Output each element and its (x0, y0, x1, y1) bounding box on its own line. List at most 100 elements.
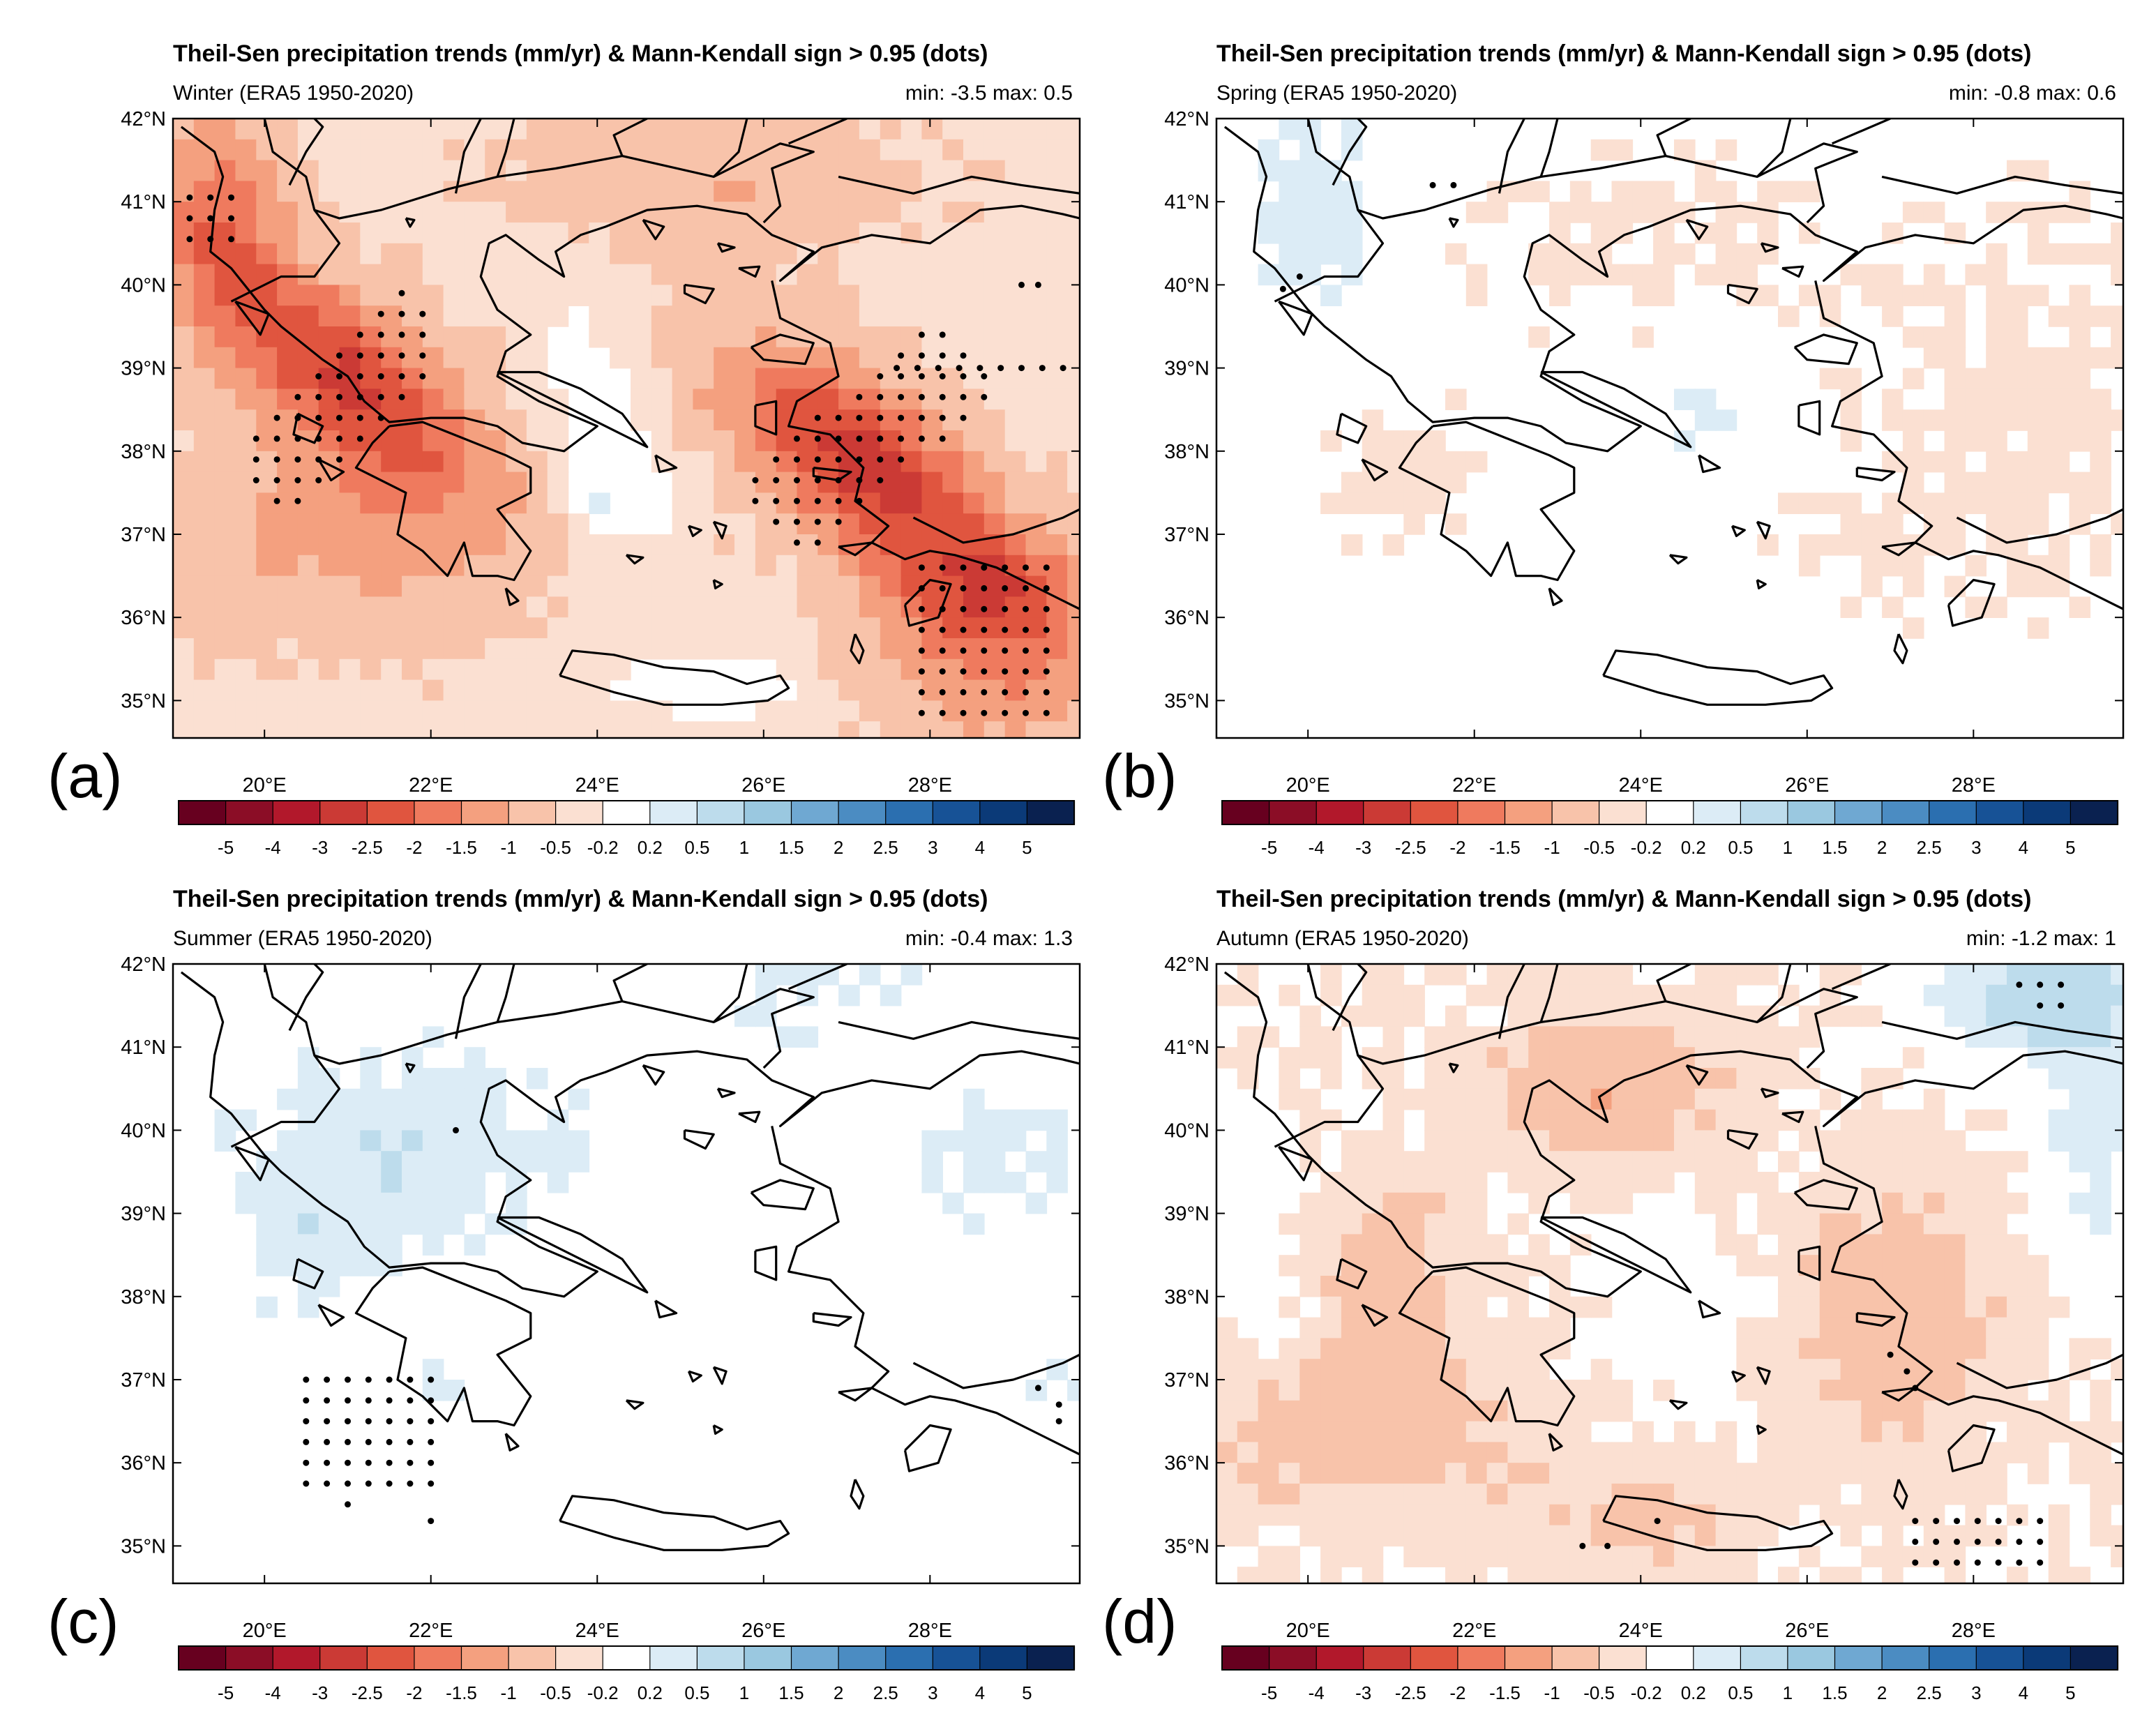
trend-cell (526, 181, 548, 202)
significance-dot (303, 1438, 310, 1445)
trend-cell (2048, 1525, 2070, 1547)
trend-cell (339, 1130, 361, 1152)
trend-cell (318, 1234, 340, 1256)
trend-cell (755, 555, 777, 577)
trend-cell (1362, 492, 1384, 514)
colorbar-swatch (1975, 800, 2025, 825)
coastline (683, 283, 715, 305)
trend-cell (422, 389, 444, 410)
trend-cell (1611, 1047, 1634, 1069)
trend-cell (1299, 202, 1321, 223)
significance-dot (386, 1418, 393, 1425)
trend-cell (1778, 1504, 1800, 1526)
colorbar-label: 5 (2065, 1682, 2075, 1703)
trend-cell (1026, 742, 1048, 764)
trend-cell (714, 139, 735, 161)
trend-cell (1944, 1317, 1966, 1339)
trend-cell (1004, 409, 1027, 431)
trend-cell (2027, 617, 2049, 639)
trend-cell (734, 223, 756, 244)
coastline (1398, 421, 1576, 582)
trend-cell (817, 264, 839, 286)
trend-cell (464, 368, 485, 390)
trend-cell (983, 285, 1006, 306)
trend-cell (1382, 1525, 1405, 1547)
trend-cell (1632, 1484, 1654, 1505)
significance-dot (386, 1397, 393, 1404)
trend-cell (1004, 492, 1027, 514)
trend-cell (381, 596, 402, 618)
trend-cell (672, 472, 694, 494)
trend-cell (672, 306, 694, 327)
trend-cell (921, 1151, 943, 1173)
significance-dot (2058, 1002, 2065, 1009)
trend-cell (900, 679, 923, 702)
trend-cell (1923, 1213, 1945, 1235)
trend-cell (485, 1130, 506, 1152)
trend-cell (1965, 1109, 1987, 1131)
trend-cell (1445, 1400, 1467, 1422)
trend-cell (817, 721, 839, 738)
significance-dot (356, 414, 363, 421)
trend-cell (2048, 451, 2070, 473)
trend-cell (1486, 202, 1509, 223)
coastline (1793, 1179, 1858, 1211)
trend-cell (506, 742, 527, 764)
trend-cell (1944, 964, 1966, 986)
trend-cell (859, 202, 881, 223)
trend-cell (1590, 1296, 1613, 1318)
trend-cell (776, 617, 798, 639)
trend-cell (360, 1109, 382, 1131)
colorbar-label: 3 (1971, 837, 1981, 858)
trend-cell (568, 658, 590, 681)
significance-dot (914, 365, 921, 372)
coastline (1278, 1145, 1313, 1182)
trend-cell (235, 223, 257, 244)
trend-cell (318, 575, 340, 598)
significance-dot (303, 1459, 310, 1466)
trend-cell (1715, 264, 1737, 286)
trend-cell (859, 575, 881, 598)
trend-cell (1216, 1338, 1238, 1359)
trend-cell (900, 658, 923, 681)
trend-cell (1445, 451, 1467, 473)
trend-cell (1025, 555, 1048, 577)
trend-cell (422, 1213, 444, 1235)
significance-dot (1023, 668, 1029, 675)
trend-cell (464, 451, 485, 473)
trend-cell (1507, 1296, 1529, 1318)
trend-cell (1237, 1525, 1259, 1547)
coastline (354, 421, 532, 582)
trend-cell (193, 472, 216, 494)
colorbar: -5 -4 -3 -2.5 -2 -1.5 -1 -0.5 -0.2 0.2 0.5 1 1.5 2 2.5… (1221, 1645, 2119, 1703)
trend-cell (444, 742, 465, 764)
colorbar-swatch (1929, 800, 1977, 825)
trend-cell (568, 742, 590, 764)
trend-cell (1798, 1546, 1820, 1567)
trend-cell (983, 472, 1006, 494)
trend-cell (1674, 243, 1696, 265)
colorbar-swatch (838, 1645, 887, 1671)
colorbar-swatch (790, 1645, 840, 1671)
colorbar-label: -3 (312, 1682, 328, 1703)
trend-cell (1025, 202, 1048, 223)
trend-cell (1507, 1359, 1529, 1380)
significance-dot (1912, 1538, 1919, 1545)
trend-cell (318, 1213, 340, 1235)
colorbar-label: -0.2 (587, 837, 619, 858)
trend-cell (963, 368, 985, 390)
trend-cell (1694, 1047, 1717, 1069)
lon-label: 22°E (1452, 1620, 1496, 1642)
trend-cell (1674, 1442, 1696, 1463)
significance-dot (1002, 668, 1009, 675)
trend-cell (1882, 1400, 1904, 1422)
trend-cell (381, 658, 402, 681)
trend-cell (1694, 1130, 1717, 1152)
coastline (903, 578, 952, 627)
trend-cell (2027, 368, 2049, 390)
trend-cell (1341, 472, 1363, 494)
trend-cell (1757, 534, 1779, 556)
trend-cell (797, 679, 819, 702)
trend-cell (547, 119, 569, 140)
colorbar-swatch (1787, 1645, 1836, 1671)
